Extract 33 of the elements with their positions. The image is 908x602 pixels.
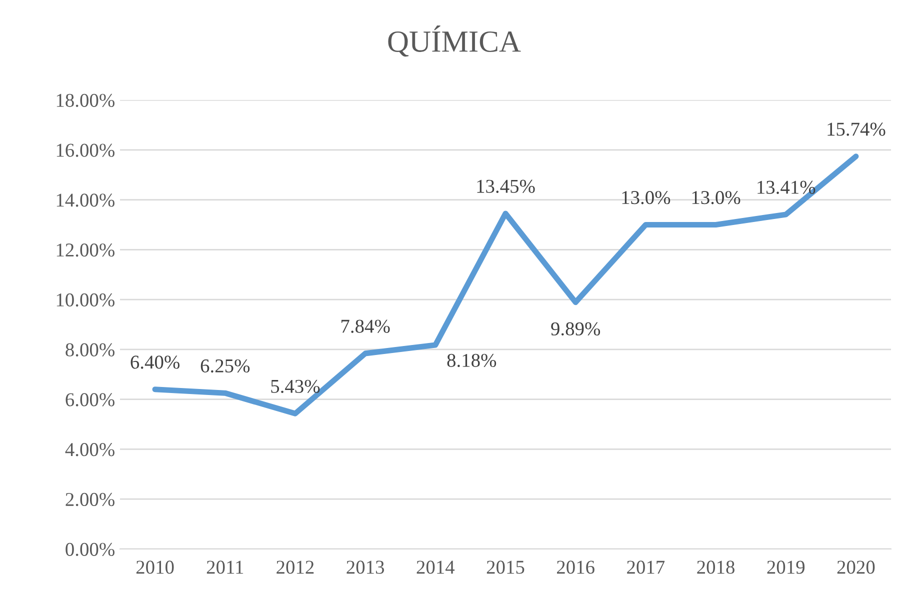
data-label: 13.0% (692, 190, 740, 204)
y-tick-label: 4.00% (65, 443, 114, 456)
x-tick-label: 2012 (276, 560, 314, 574)
y-tick-label: 14.00% (56, 194, 114, 207)
data-label: 13.0% (622, 190, 670, 204)
y-tick-label: 16.00% (56, 144, 114, 157)
y-tick-label: 6.00% (66, 393, 114, 406)
y-tick-label: 12.00% (56, 243, 114, 257)
x-tick-label: 2015 (486, 560, 524, 574)
x-tick-label: 2014 (416, 560, 455, 574)
data-label: 5.43% (271, 380, 320, 394)
data-label: 6.40% (130, 356, 180, 369)
y-tick-label: 0.00% (66, 542, 114, 556)
x-tick-label: 2017 (627, 560, 665, 574)
data-label: 13.41% (758, 180, 816, 194)
data-label: 15.74% (828, 122, 886, 136)
y-tick-label: 10.00% (56, 293, 114, 307)
chart-title: QUÍMICA (388, 26, 521, 57)
y-tick-label: 2.00% (66, 492, 114, 506)
x-tick-label: 2019 (767, 560, 805, 574)
data-label: 9.89% (551, 322, 600, 336)
data-label: 8.18% (447, 354, 496, 368)
x-tick-label: 2016 (557, 560, 594, 574)
x-tick-label: 2011 (206, 560, 244, 574)
y-tick-label: 8.00% (66, 343, 114, 356)
data-label: 7.84% (341, 320, 390, 333)
data-label: 6.25% (200, 359, 250, 373)
y-tick-label: 18.00% (56, 94, 114, 108)
x-tick-label: 2010 (136, 560, 174, 574)
data-label: 13.45% (477, 180, 535, 193)
x-tick-label: 2020 (837, 560, 875, 574)
x-tick-label: 2013 (346, 560, 384, 574)
x-tick-label: 2018 (697, 560, 734, 574)
